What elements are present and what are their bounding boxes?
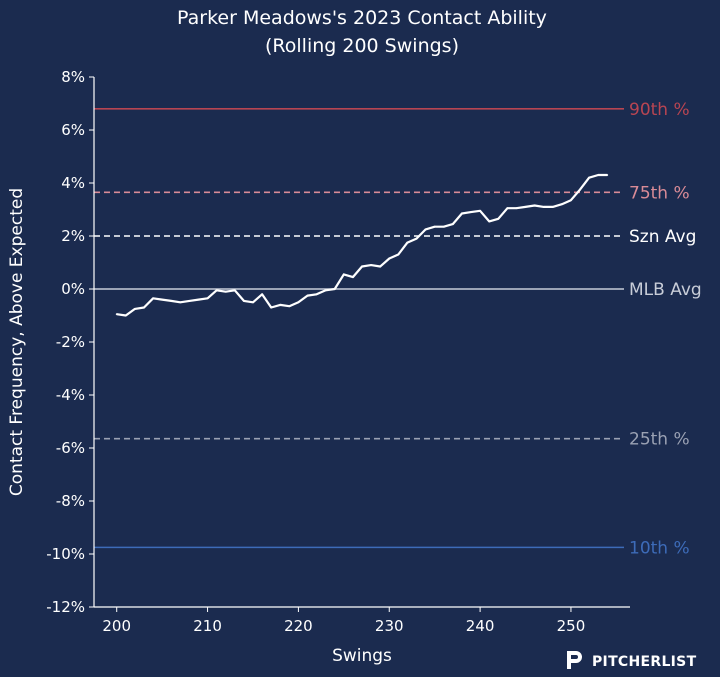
data-point [170, 300, 173, 302]
x-tick-label: 200 [102, 617, 131, 635]
y-tick-label: 6% [61, 121, 85, 139]
y-tick-label: 4% [61, 174, 85, 192]
data-point [315, 293, 318, 296]
reference-line-label: 90th % [629, 100, 690, 120]
data-point [233, 289, 236, 292]
data-point [188, 300, 191, 302]
reference-line-label: 75th % [629, 183, 690, 203]
y-tick-label: -8% [56, 492, 85, 510]
data-point [197, 298, 200, 301]
data-point [342, 273, 345, 276]
reference-line-label: MLB Avg [629, 280, 702, 300]
chart-subtitle: (Rolling 200 Swings) [265, 35, 459, 57]
data-point [288, 305, 291, 308]
y-tick-label: 2% [61, 227, 85, 245]
data-point [388, 257, 391, 260]
data-point [252, 301, 254, 304]
data-point [524, 205, 527, 208]
data-point [542, 205, 545, 208]
pitcherlist-logo: PITCHERLIST [567, 651, 697, 670]
data-point [224, 290, 227, 293]
series-line [116, 173, 608, 317]
data-point [133, 307, 136, 310]
data-point [533, 204, 536, 207]
data-point [379, 265, 382, 268]
reference-line-label: Szn Avg [629, 227, 696, 247]
data-point [606, 174, 609, 176]
reference-labels: 90th % 75th % Szn Avg MLB Avg 25th % 10th % [629, 100, 702, 559]
y-tick-label: -6% [56, 439, 85, 457]
data-point [497, 217, 500, 220]
x-tick-label: 250 [557, 617, 586, 635]
x-tick-label: 240 [466, 617, 495, 635]
reference-line-label: 10th % [629, 538, 690, 558]
data-point [451, 223, 454, 225]
data-point [461, 212, 463, 215]
y-tick-label: 8% [61, 68, 85, 86]
data-point [515, 207, 518, 210]
x-tick-label: 230 [375, 617, 404, 635]
data-point [206, 297, 209, 300]
data-point [143, 306, 145, 309]
y-tick-label: -4% [56, 386, 85, 404]
data-point [579, 188, 581, 191]
series-layer [115, 173, 609, 317]
data-point [297, 301, 300, 304]
data-point [115, 313, 118, 316]
data-point [424, 228, 427, 231]
data-point [597, 174, 600, 176]
data-point [124, 314, 127, 317]
data-point [415, 237, 418, 240]
data-point [479, 209, 482, 212]
data-point [488, 220, 491, 223]
pitcherlist-logo-text: PITCHERLIST [592, 654, 697, 670]
data-point [270, 306, 273, 309]
data-point [242, 300, 245, 302]
data-point [261, 293, 263, 296]
data-point [352, 276, 354, 278]
y-tick-label: 0% [61, 280, 85, 298]
data-point [570, 199, 572, 202]
data-point [333, 288, 336, 290]
data-point [433, 225, 436, 228]
data-point [406, 241, 409, 244]
data-point [470, 211, 472, 214]
data-point [442, 225, 445, 228]
data-point [152, 297, 154, 300]
reference-line-label: 25th % [629, 430, 690, 450]
x-tick-label: 210 [193, 617, 222, 635]
y-tick-label: -12% [46, 598, 85, 616]
x-ticks: 200 210 220 230 240 250 [102, 607, 585, 635]
data-point [306, 294, 309, 297]
y-tick-label: -10% [46, 545, 85, 563]
data-point [506, 207, 509, 210]
data-point [324, 289, 327, 292]
reference-lines [94, 108, 624, 549]
data-point [161, 298, 164, 301]
y-axis-label: Contact Frequency, Above Expected [7, 188, 27, 496]
x-axis-label: Swings [332, 646, 392, 666]
data-point [560, 203, 563, 206]
x-tick-label: 220 [284, 617, 313, 635]
chart-title: Parker Meadows's 2023 Contact Ability [177, 7, 547, 29]
data-point [179, 301, 182, 304]
data-point [361, 265, 363, 268]
y-ticks: 8% 6% 4% 2% 0% -2% -4% -6% -8% -10% -12% [46, 68, 94, 616]
data-point [370, 264, 372, 267]
y-tick-label: -2% [56, 333, 85, 351]
pitcherlist-logo-icon [567, 651, 582, 669]
data-point [397, 253, 400, 256]
data-point [215, 289, 218, 292]
data-point [551, 205, 554, 208]
data-point [588, 176, 591, 179]
data-point [279, 304, 282, 306]
